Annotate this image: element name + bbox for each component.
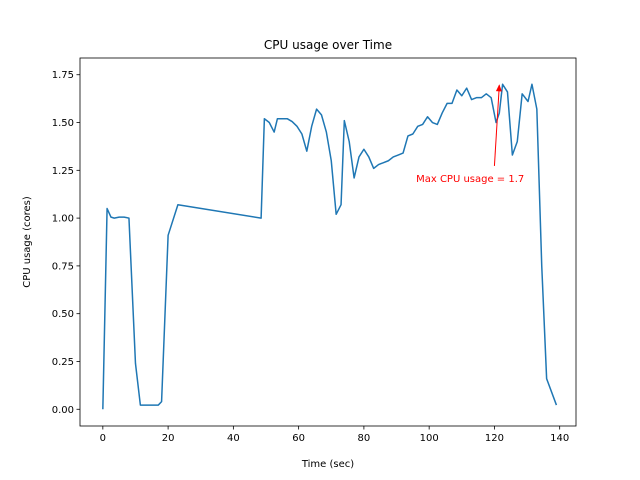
y-tick-label: 0.75 <box>52 261 74 272</box>
y-axis-title: CPU usage (cores) <box>22 196 33 288</box>
annotation-arrow-head <box>495 84 502 92</box>
plot-area: Max CPU usage = 1.7 <box>79 57 577 427</box>
y-tick-label: 0.00 <box>52 405 74 416</box>
cpu-usage-line <box>102 83 558 410</box>
x-axis-title: Time (sec) <box>301 459 354 470</box>
x-tick-label: 120 <box>485 433 504 444</box>
y-tick-label: 1.75 <box>52 70 74 81</box>
x-tick-label: 140 <box>550 433 569 444</box>
y-tick-label: 0.50 <box>52 309 74 320</box>
y-axis-ticks: 0.00 0.25 0.50 0.75 1.00 1.25 1.50 1.75 <box>52 70 80 416</box>
y-tick-label: 1.25 <box>52 166 74 177</box>
y-tick-label: 1.00 <box>52 214 74 225</box>
chart-title: CPU usage over Time <box>264 38 392 52</box>
x-tick-label: 40 <box>227 433 240 444</box>
annotation-arrow-line <box>493 85 500 166</box>
x-tick-label: 60 <box>292 433 305 444</box>
axes-frame <box>79 57 577 427</box>
x-tick-label: 0 <box>100 433 106 444</box>
annotation-text: Max CPU usage = 1.7 <box>416 174 524 185</box>
x-axis-ticks: 0 20 40 60 80 100 120 140 <box>100 426 569 444</box>
x-tick-label: 20 <box>162 433 175 444</box>
x-tick-label: 100 <box>420 433 439 444</box>
y-tick-label: 0.25 <box>52 357 74 368</box>
x-tick-label: 80 <box>358 433 371 444</box>
y-tick-label: 1.50 <box>52 118 74 129</box>
